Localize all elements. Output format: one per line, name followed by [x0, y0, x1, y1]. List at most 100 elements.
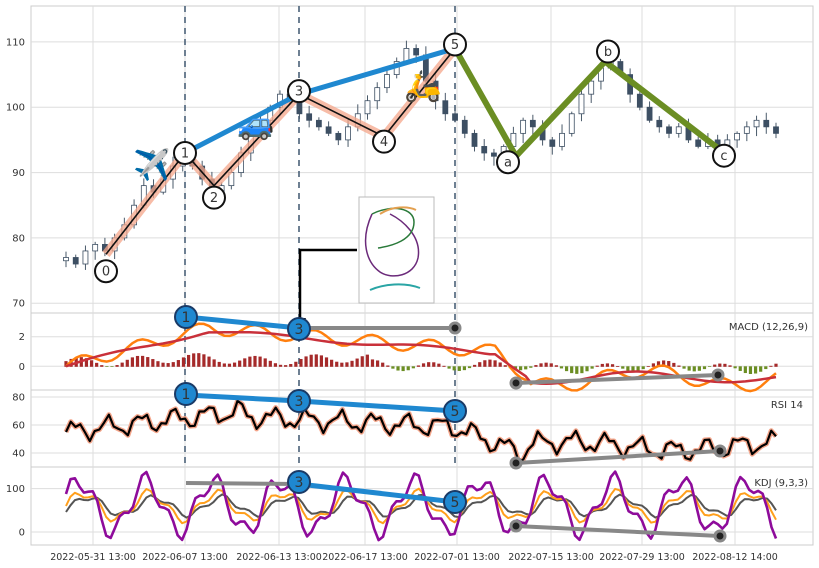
- divergence-label-circle: [174, 382, 198, 406]
- macd-histogram-bar: [539, 363, 543, 367]
- macd-histogram-bar: [748, 366, 753, 375]
- candle: [403, 48, 410, 62]
- wave-label-circle: [443, 32, 467, 57]
- macd-label: MACD (12,26,9): [729, 322, 808, 333]
- price-y-tick-label: 110: [6, 37, 25, 48]
- kdj-y-tick-label: 100: [6, 484, 25, 495]
- candle: [92, 244, 99, 252]
- macd-histogram-bar: [268, 360, 272, 367]
- wave-label-circle: [287, 79, 311, 104]
- x-tick-label: 2022-07-01 13:00: [414, 552, 500, 563]
- macd-histogram-bar: [130, 357, 135, 367]
- connector-line: [298, 248, 357, 322]
- wave-label-circle: [372, 129, 396, 154]
- macd-histogram-bar: [702, 366, 707, 370]
- candle: [345, 126, 351, 141]
- trend-line: [185, 392, 300, 404]
- candle: [763, 119, 770, 128]
- macd-histogram-bar: [595, 365, 599, 367]
- candle: [442, 100, 449, 115]
- divergence-label-text: 3: [295, 394, 304, 410]
- candle: [471, 132, 478, 147]
- macd-histogram-bar: [335, 361, 339, 367]
- macd-histogram-bar: [616, 366, 620, 367]
- candle: [743, 126, 750, 134]
- wave-label-circle: [712, 143, 736, 168]
- candle: [63, 257, 69, 262]
- macd-histogram-bar: [610, 364, 615, 367]
- x-tick-label: 2022-08-12 14:00: [692, 552, 778, 563]
- macd-histogram-bar: [728, 365, 732, 367]
- macd-histogram-bar: [146, 357, 150, 367]
- macd-histogram-bar: [600, 363, 604, 367]
- macd-histogram-bar: [289, 364, 293, 367]
- candle: [432, 80, 439, 102]
- macd-histogram-bar: [529, 366, 533, 368]
- macd-histogram-bar: [141, 355, 145, 367]
- macd-histogram-bar: [753, 366, 758, 374]
- macd-histogram-bar: [309, 354, 313, 367]
- divergence-label-circle: [287, 470, 311, 494]
- macd-histogram-bar: [411, 366, 415, 369]
- trend-line: [185, 314, 300, 331]
- macd-histogram-bar: [774, 363, 778, 367]
- macd-histogram-bar: [186, 354, 191, 367]
- macd-histogram-bar: [733, 366, 737, 369]
- macd-histogram-bar: [258, 356, 262, 367]
- divergence-point: [509, 519, 523, 533]
- macd-histogram-bar: [406, 366, 410, 371]
- macd-histogram-bar: [95, 362, 99, 367]
- macd-histogram-bar: [391, 366, 395, 369]
- macd-histogram-bar: [452, 366, 456, 371]
- divergence-label-circle: [174, 305, 198, 329]
- candle: [452, 113, 458, 121]
- wave-label-text: 4: [380, 135, 388, 150]
- price-y-tick-label: 70: [12, 299, 25, 310]
- macd-histogram-bar: [564, 366, 569, 372]
- macd-histogram-bar: [447, 366, 451, 369]
- macd-histogram-bar: [197, 353, 201, 367]
- wave-label-text: a: [504, 156, 512, 171]
- macd-histogram-bar: [462, 366, 467, 371]
- wave-label-text: 3: [295, 85, 303, 100]
- macd-histogram-bar: [324, 357, 329, 367]
- divergence-label-circle: [287, 317, 311, 341]
- wave-label-text: b: [604, 45, 612, 60]
- macd-histogram-bar: [534, 365, 538, 367]
- inset-curve-purple: [364, 213, 420, 277]
- macd-histogram-bar: [207, 356, 211, 367]
- macd-histogram-bar: [682, 366, 686, 369]
- macd-histogram-bar: [304, 356, 308, 367]
- macd-histogram-bar: [314, 354, 318, 367]
- macd-histogram-bar: [713, 364, 717, 367]
- macd-histogram-bar: [135, 355, 140, 367]
- macd-histogram-bar: [467, 366, 472, 369]
- macd-histogram-bar: [718, 363, 722, 367]
- macd-histogram-bar: [222, 363, 226, 367]
- macd-histogram-bar: [764, 366, 768, 370]
- divergence-point: [711, 368, 725, 382]
- macd-histogram-bar: [483, 360, 487, 367]
- macd-histogram-bar: [442, 365, 446, 367]
- inset-thumbnail: [358, 196, 435, 304]
- macd-histogram-bar: [340, 362, 344, 367]
- macd-histogram-bar: [217, 361, 221, 367]
- divergence-point: [713, 444, 727, 458]
- macd-histogram-bar: [401, 366, 405, 372]
- candle: [568, 113, 575, 134]
- macd-histogram-bar: [478, 362, 482, 367]
- wave-label-text: 0: [102, 265, 110, 280]
- macd-histogram-bar: [554, 365, 558, 367]
- divergence-label-text: 1: [182, 310, 191, 326]
- macd-histogram-bar: [432, 362, 436, 367]
- wave-label-text: 5: [451, 38, 459, 53]
- kdj-panel: 35: [64, 470, 778, 543]
- price-y-tick-label: 100: [6, 103, 25, 114]
- macd-histogram-bar: [580, 366, 584, 374]
- macd-histogram-bar: [570, 366, 574, 374]
- macd-histogram-bar: [605, 363, 610, 367]
- macd-histogram-bar: [248, 356, 252, 367]
- candle: [364, 100, 371, 115]
- candle: [578, 93, 585, 115]
